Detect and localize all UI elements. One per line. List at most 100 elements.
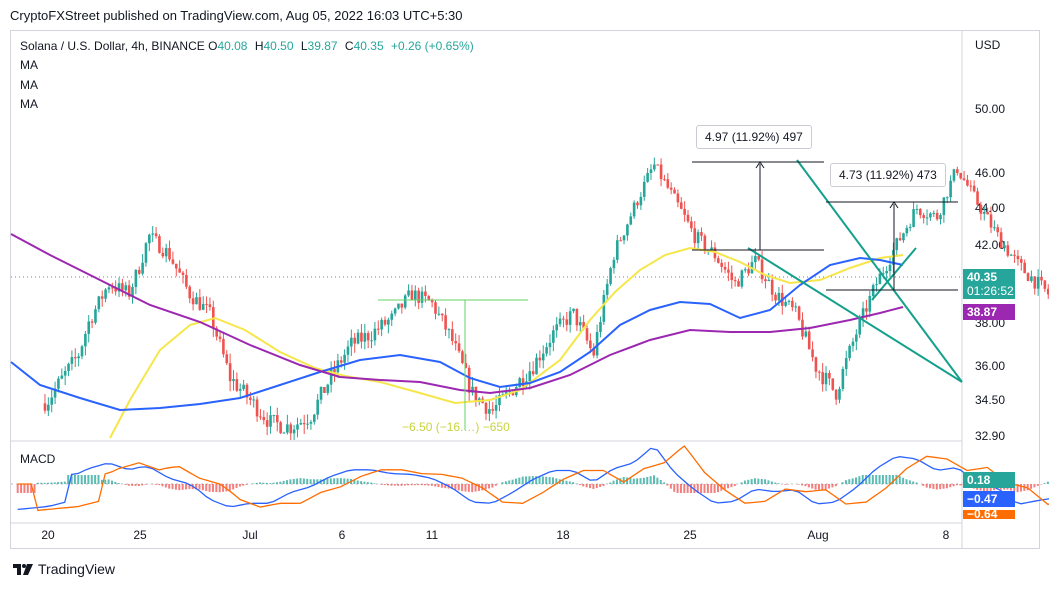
ma-legend-2[interactable]: MA: [20, 78, 38, 92]
macd-hist-bar: [683, 484, 686, 493]
candle-body: [60, 375, 64, 379]
macd-hist-bar: [932, 484, 935, 489]
candle-body: [700, 232, 703, 236]
macd-hist-bar: [238, 484, 241, 487]
ma-legend-3[interactable]: MA: [20, 97, 38, 111]
macd-hist-bar: [185, 484, 188, 490]
candle-body: [1040, 276, 1043, 281]
candle-body: [740, 270, 744, 287]
macd-hist-bar: [444, 484, 447, 489]
macd-hist-bar: [198, 484, 201, 490]
candle-body: [410, 290, 414, 300]
candles: [43, 157, 1049, 440]
macd-signal-line: [17, 445, 1049, 512]
macd-hist-bar: [393, 484, 396, 486]
macd-hist-bar: [90, 475, 93, 484]
macd-hist-bar: [754, 478, 756, 484]
brand-name: TradingView: [38, 561, 116, 577]
candle-body: [90, 321, 94, 323]
candle-body: [1009, 254, 1013, 256]
macd-hist-bar: [740, 482, 743, 484]
macd-hist-bar: [750, 479, 753, 484]
macd-hist-bar: [178, 484, 181, 491]
candle-body: [848, 345, 851, 359]
candle-body: [437, 313, 441, 315]
candle-body: [488, 409, 491, 414]
candle-body: [498, 395, 501, 406]
candle-body: [693, 228, 697, 244]
candle-body: [764, 279, 767, 282]
candle-body: [504, 391, 508, 395]
macd-hist-bar: [363, 481, 366, 484]
candle-body: [329, 369, 333, 385]
candle-body: [986, 211, 989, 215]
macd-hist-bar: [110, 480, 113, 484]
ma-legend-1[interactable]: MA: [20, 58, 38, 72]
candle-body: [989, 214, 993, 228]
macd-hist-bar: [824, 484, 827, 490]
macd-hist-bar: [292, 478, 295, 484]
macd-hist-bar: [201, 484, 204, 491]
candle-body: [313, 414, 316, 422]
candle-body: [787, 300, 791, 302]
candle-body: [84, 333, 87, 347]
candle-body: [1033, 276, 1037, 289]
macd-hist-bar: [646, 476, 649, 484]
candle-body: [440, 313, 444, 316]
macd-hist-bar: [1046, 481, 1049, 484]
candle-body: [831, 378, 835, 390]
candle-body: [690, 221, 693, 229]
candle-body: [535, 357, 538, 375]
symbol-name[interactable]: Solana / U.S. Dollar, 4h, BINANCE: [20, 39, 205, 53]
measure-label-right[interactable]: 4.73 (11.92%) 473: [830, 163, 946, 187]
macd-hist-bar: [451, 484, 453, 489]
candle-body: [1030, 276, 1033, 281]
measure-label-top[interactable]: 4.97 (11.92%) 497: [696, 125, 812, 149]
candle-body: [939, 215, 942, 220]
candle-body: [444, 315, 447, 330]
macd-hist-bar: [434, 484, 437, 487]
candle-body: [605, 283, 609, 295]
macd-legend[interactable]: MACD: [20, 452, 56, 466]
macd-hist-bar: [454, 484, 457, 490]
macd-hist-bar: [60, 481, 63, 484]
macd-hist-bar: [935, 484, 938, 490]
macd-hist-bar: [521, 476, 524, 484]
low-value: 39.87: [307, 39, 338, 53]
macd-hist-bar: [817, 484, 820, 490]
macd-hist-bar: [511, 479, 514, 484]
candle-body: [993, 227, 996, 229]
macd-hist-bar: [299, 478, 302, 484]
last-price-value: 40.35: [967, 270, 998, 284]
candle-body: [521, 378, 525, 386]
macd-hist-bar: [949, 484, 952, 488]
macd-hist-bar: [831, 484, 834, 488]
macd-hist-bar: [407, 484, 410, 486]
candle-body: [174, 263, 178, 269]
candle-body: [424, 291, 427, 296]
high-value: 40.50: [263, 39, 294, 53]
macd-hist-bar: [346, 478, 349, 484]
macd-hist-bar: [161, 484, 164, 487]
candle-body: [518, 378, 521, 388]
currency-label[interactable]: USD: [975, 38, 1001, 52]
candle-body: [686, 214, 690, 222]
macd-hist-bar: [770, 481, 773, 484]
macd-hist-bar: [467, 484, 470, 492]
macd-hist-bar: [420, 484, 423, 486]
candle-body: [188, 286, 192, 299]
macd-hist-bar: [282, 480, 285, 484]
macd-hist-bar: [693, 484, 696, 493]
candle-body: [855, 334, 858, 342]
macd-hist-bar: [272, 482, 275, 484]
candle-body: [737, 281, 740, 287]
tradingview-brand[interactable]: TradingView: [12, 561, 115, 577]
macd-hist-bar: [834, 484, 837, 487]
candle-body: [255, 399, 259, 417]
candle-body: [548, 342, 552, 348]
candle-body: [632, 202, 636, 217]
candle-body: [794, 306, 798, 308]
macd-hist-bar: [26, 484, 29, 493]
candle-body: [942, 197, 946, 216]
